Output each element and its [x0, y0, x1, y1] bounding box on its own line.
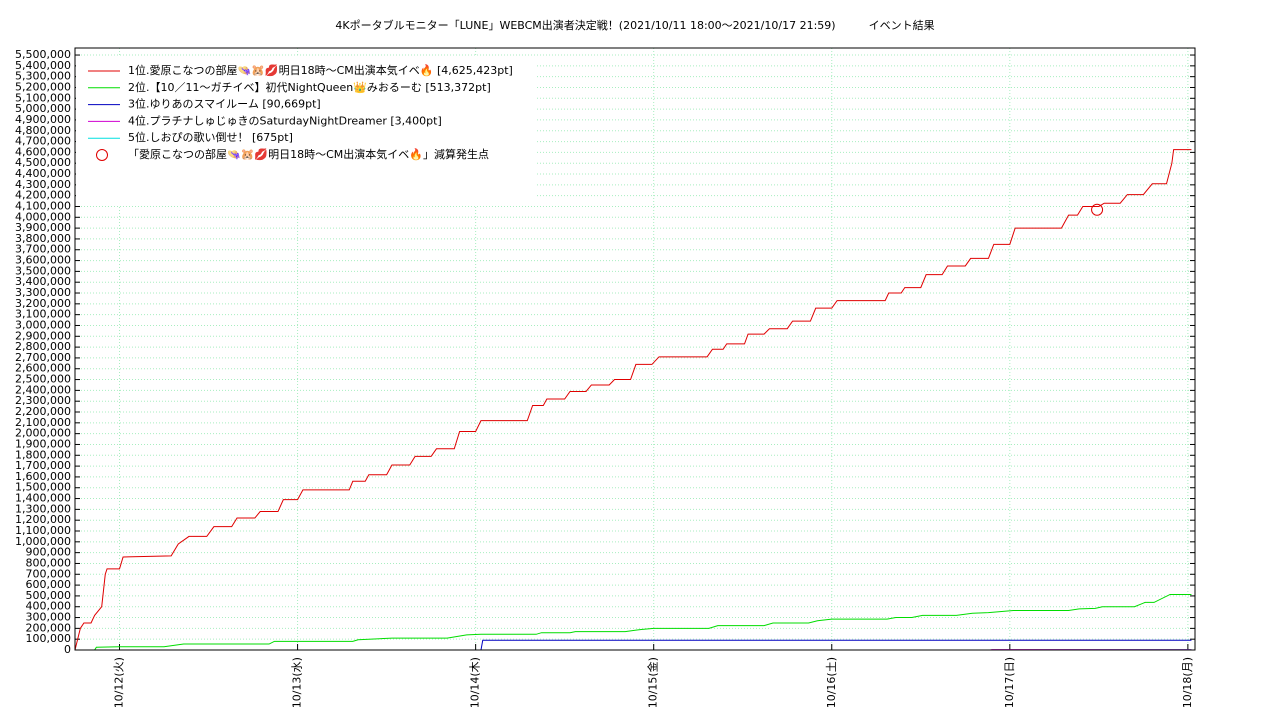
- chart-title: 4Kポータブルモニター「LUNE」WEBCM出演者決定戦！(2021/10/11…: [335, 18, 934, 32]
- legend-label: 3位.ゆりあのスマイルーム [90,669pt]: [128, 97, 321, 111]
- x-tick-label: 10/17(日): [1003, 657, 1016, 708]
- x-tick-label: 10/16(土): [825, 657, 838, 708]
- legend-label: 「愛原こなつの部屋👒🐹💋明日18時〜CM出演本気イベ🔥」減算発生点: [128, 147, 489, 161]
- x-tick-label: 10/12(火): [113, 657, 126, 708]
- x-tick-label: 10/14(木): [469, 657, 482, 708]
- x-tick-label: 10/15(金): [646, 657, 660, 708]
- legend-label: 2位.【10／11〜ガチイベ】初代NightQueen👑みおるーむ [513,3…: [128, 80, 491, 94]
- legend-label: 4位.プラチナしゅじゅきのSaturdayNightDreamer [3,400…: [128, 113, 442, 127]
- series-line: [75, 150, 1191, 650]
- legend-label: 1位.愛原こなつの部屋👒🐹💋明日18時〜CM出演本気イベ🔥 [4,625,423…: [128, 63, 513, 77]
- x-tick-label: 10/13(水): [291, 657, 304, 708]
- marker-point: [1092, 204, 1103, 215]
- y-tick-label: 5,500,000: [15, 48, 71, 61]
- series-line: [95, 594, 1192, 650]
- legend-label: 5位.しおぴの歌い倒せ！ [675pt]: [128, 130, 293, 144]
- series-line: [481, 640, 1191, 650]
- x-tick-label: 10/18(月): [1181, 657, 1194, 708]
